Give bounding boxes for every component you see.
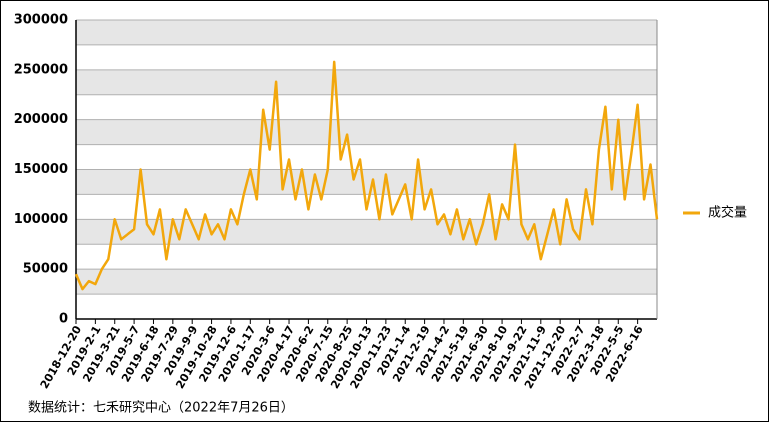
y-tick-label: 200000 — [14, 112, 68, 127]
grid-band — [76, 269, 657, 295]
y-tick-label: 50000 — [23, 262, 68, 277]
y-tick-label: 150000 — [14, 162, 68, 177]
grid-band — [76, 20, 657, 45]
y-tick-label: 250000 — [14, 62, 68, 77]
grid-band — [76, 169, 657, 195]
y-tick-label: 300000 — [14, 13, 68, 28]
y-tick-label: 0 — [59, 312, 68, 327]
source-note: 数据统计：七禾研究中心（2022年7月26日） — [28, 401, 294, 416]
grid-band — [76, 69, 657, 95]
legend-label: 成交量 — [708, 205, 747, 221]
y-tick-label: 100000 — [14, 212, 68, 227]
grid-band — [76, 119, 657, 145]
line-series — [74, 60, 659, 291]
